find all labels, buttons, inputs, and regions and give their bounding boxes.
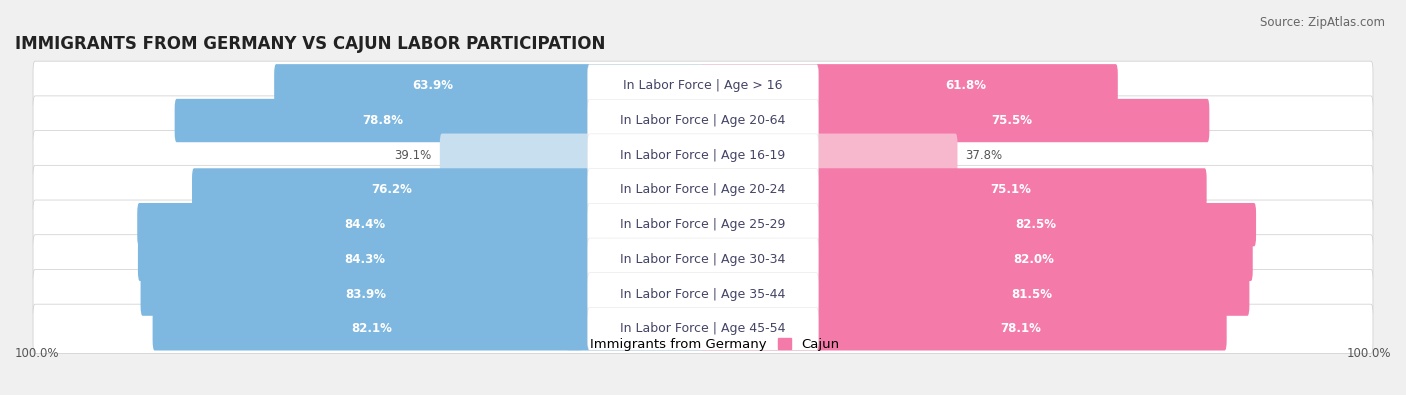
Text: 78.8%: 78.8% bbox=[363, 114, 404, 127]
FancyBboxPatch shape bbox=[141, 273, 704, 316]
FancyBboxPatch shape bbox=[32, 200, 1374, 249]
Text: 81.5%: 81.5% bbox=[1011, 288, 1053, 301]
FancyBboxPatch shape bbox=[702, 99, 1209, 142]
Text: 100.0%: 100.0% bbox=[15, 347, 59, 360]
FancyBboxPatch shape bbox=[588, 307, 818, 350]
Text: 63.9%: 63.9% bbox=[412, 79, 453, 92]
FancyBboxPatch shape bbox=[588, 134, 818, 177]
FancyBboxPatch shape bbox=[702, 273, 1250, 316]
FancyBboxPatch shape bbox=[32, 61, 1374, 111]
Text: 84.3%: 84.3% bbox=[344, 253, 385, 266]
FancyBboxPatch shape bbox=[32, 304, 1374, 354]
FancyBboxPatch shape bbox=[274, 64, 704, 107]
Text: In Labor Force | Age 20-64: In Labor Force | Age 20-64 bbox=[620, 114, 786, 127]
Text: 84.4%: 84.4% bbox=[344, 218, 385, 231]
Text: In Labor Force | Age 25-29: In Labor Force | Age 25-29 bbox=[620, 218, 786, 231]
FancyBboxPatch shape bbox=[588, 203, 818, 246]
Text: 75.5%: 75.5% bbox=[991, 114, 1032, 127]
Text: In Labor Force | Age 30-34: In Labor Force | Age 30-34 bbox=[620, 253, 786, 266]
FancyBboxPatch shape bbox=[588, 238, 818, 281]
Text: 78.1%: 78.1% bbox=[1000, 322, 1040, 335]
FancyBboxPatch shape bbox=[702, 134, 957, 177]
Text: 76.2%: 76.2% bbox=[371, 183, 412, 196]
FancyBboxPatch shape bbox=[138, 238, 704, 281]
FancyBboxPatch shape bbox=[702, 168, 1206, 212]
FancyBboxPatch shape bbox=[153, 307, 704, 350]
FancyBboxPatch shape bbox=[702, 64, 1118, 107]
Text: In Labor Force | Age 16-19: In Labor Force | Age 16-19 bbox=[620, 149, 786, 162]
FancyBboxPatch shape bbox=[702, 238, 1253, 281]
Text: 82.0%: 82.0% bbox=[1014, 253, 1054, 266]
Text: 61.8%: 61.8% bbox=[946, 79, 987, 92]
FancyBboxPatch shape bbox=[702, 203, 1256, 246]
FancyBboxPatch shape bbox=[588, 169, 818, 211]
Text: In Labor Force | Age 35-44: In Labor Force | Age 35-44 bbox=[620, 288, 786, 301]
FancyBboxPatch shape bbox=[588, 99, 818, 142]
Text: In Labor Force | Age 20-24: In Labor Force | Age 20-24 bbox=[620, 183, 786, 196]
FancyBboxPatch shape bbox=[32, 235, 1374, 284]
FancyBboxPatch shape bbox=[588, 64, 818, 107]
Text: 37.8%: 37.8% bbox=[966, 149, 1002, 162]
Text: In Labor Force | Age > 16: In Labor Force | Age > 16 bbox=[623, 79, 783, 92]
Legend: Immigrants from Germany, Cajun: Immigrants from Germany, Cajun bbox=[561, 332, 845, 356]
FancyBboxPatch shape bbox=[440, 134, 704, 177]
FancyBboxPatch shape bbox=[138, 203, 704, 246]
FancyBboxPatch shape bbox=[32, 166, 1374, 214]
FancyBboxPatch shape bbox=[174, 99, 704, 142]
Text: 75.1%: 75.1% bbox=[990, 183, 1031, 196]
Text: 83.9%: 83.9% bbox=[346, 288, 387, 301]
FancyBboxPatch shape bbox=[193, 168, 704, 212]
Text: 39.1%: 39.1% bbox=[395, 149, 432, 162]
Text: IMMIGRANTS FROM GERMANY VS CAJUN LABOR PARTICIPATION: IMMIGRANTS FROM GERMANY VS CAJUN LABOR P… bbox=[15, 35, 606, 53]
FancyBboxPatch shape bbox=[702, 307, 1226, 350]
Text: In Labor Force | Age 45-54: In Labor Force | Age 45-54 bbox=[620, 322, 786, 335]
Text: Source: ZipAtlas.com: Source: ZipAtlas.com bbox=[1260, 16, 1385, 29]
Text: 82.5%: 82.5% bbox=[1015, 218, 1056, 231]
FancyBboxPatch shape bbox=[32, 96, 1374, 145]
FancyBboxPatch shape bbox=[32, 131, 1374, 180]
Text: 100.0%: 100.0% bbox=[1347, 347, 1391, 360]
FancyBboxPatch shape bbox=[32, 269, 1374, 319]
Text: 82.1%: 82.1% bbox=[352, 322, 392, 335]
FancyBboxPatch shape bbox=[588, 273, 818, 316]
